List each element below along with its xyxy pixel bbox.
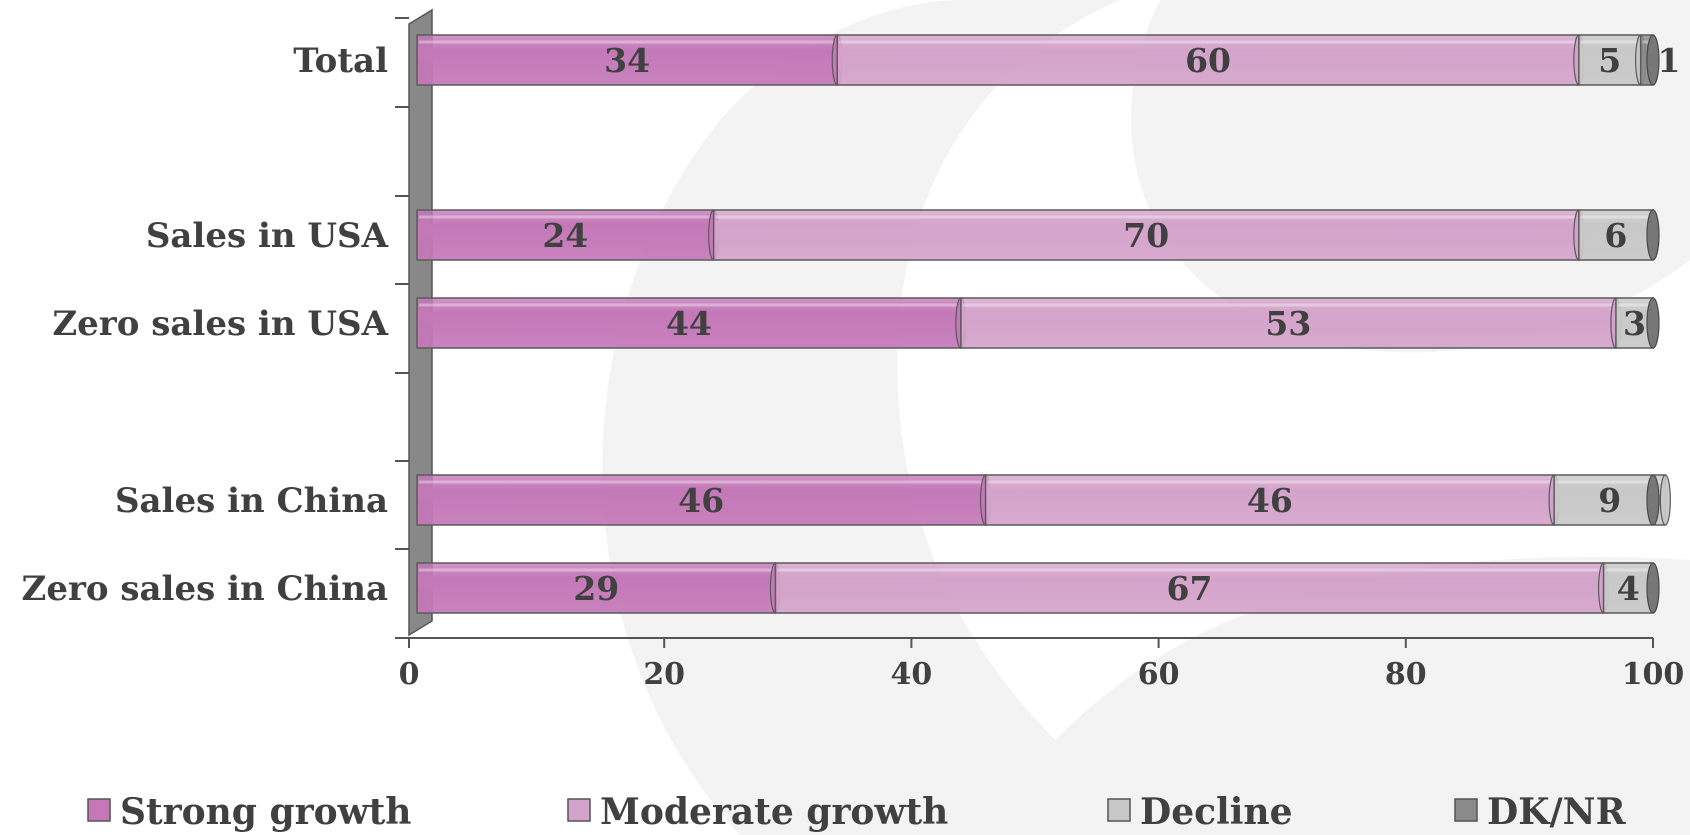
bar-end-cap	[1646, 297, 1660, 349]
legend-label: Moderate growth	[600, 791, 948, 833]
bar-row-zero-sales-in-usa: 44 53 3	[416, 297, 1660, 349]
category-label-sales-in-usa: Sales in USA	[146, 216, 389, 256]
bar-row-sales-in-china: 46 46 9	[416, 474, 1671, 526]
data-label: 53	[1265, 304, 1311, 343]
bar-decline	[1578, 209, 1654, 261]
data-label: 46	[1247, 481, 1293, 520]
data-label: 5	[1598, 41, 1621, 80]
legend-swatch	[1107, 798, 1131, 822]
legend-swatch	[87, 798, 111, 822]
watermark-shape	[1131, 0, 1690, 353]
bar-row-total: 34 60 5 1	[416, 34, 1681, 86]
data-label: 34	[604, 41, 650, 80]
legend-label: Decline	[1140, 791, 1292, 833]
data-label: 67	[1167, 569, 1213, 608]
bar-decline	[1578, 34, 1642, 86]
background-watermark	[602, 0, 1690, 835]
bar-strong-growth	[416, 297, 962, 349]
x-tick-label: 80	[1385, 657, 1427, 692]
legend-item-dk-nr: DK/NR	[1454, 791, 1627, 833]
legend-swatch	[1454, 798, 1478, 822]
x-tick-label: 100	[1622, 657, 1685, 692]
x-tick-label: 0	[399, 657, 420, 692]
bar-end-cap	[1646, 562, 1660, 614]
data-label: 44	[666, 304, 712, 343]
bar-row-zero-sales-in-china: 29 67 4	[416, 562, 1660, 614]
watermark-shape	[602, 0, 1180, 835]
legend-label: Strong growth	[120, 791, 411, 833]
legend: Strong growth Moderate growth Decline DK/NR	[87, 791, 1627, 833]
bar-decline	[1602, 562, 1654, 614]
bar-end-cap	[1646, 209, 1660, 261]
data-label: 4	[1617, 569, 1640, 608]
bar-strong-growth	[416, 34, 838, 86]
data-label: 46	[678, 481, 724, 520]
data-label: 24	[542, 216, 588, 255]
bar-moderate-growth	[712, 209, 1580, 261]
category-label-zero-sales-in-china: Zero sales in China	[22, 569, 389, 609]
data-label: 70	[1123, 216, 1169, 255]
watermark-shape	[980, 557, 1690, 835]
data-label: 1	[1658, 41, 1681, 80]
bar-strong-growth	[416, 562, 777, 614]
bar-strong-growth	[416, 209, 715, 261]
category-label-total: Total	[293, 41, 388, 81]
legend-item-moderate-growth: Moderate growth	[567, 791, 948, 833]
bar-segment-edge	[1659, 474, 1671, 526]
bar-moderate-growth	[984, 474, 1555, 526]
data-label: 3	[1623, 304, 1646, 343]
bar-end-cap	[1646, 474, 1660, 526]
data-label: 60	[1185, 41, 1231, 80]
x-tick-label: 60	[1138, 657, 1180, 692]
bar-strong-growth	[416, 474, 987, 526]
data-label: 29	[573, 569, 619, 608]
category-label-sales-in-china: Sales in China	[115, 481, 388, 521]
x-tick-label: 20	[643, 657, 685, 692]
bar-moderate-growth	[960, 297, 1617, 349]
legend-item-decline: Decline	[1107, 791, 1292, 833]
bar-row-sales-in-usa: 24 70 6	[416, 209, 1660, 261]
legend-label: DK/NR	[1487, 791, 1627, 833]
bar-moderate-growth	[774, 562, 1605, 614]
category-label-zero-sales-in-usa: Zero sales in USA	[52, 304, 388, 344]
bars: 34 60 5 1 24 70 6 44 53 3 46 46 9 29 67 4	[416, 34, 1681, 614]
data-label: 9	[1598, 481, 1621, 520]
x-tick-label: 40	[891, 657, 933, 692]
data-label: 6	[1604, 216, 1627, 255]
legend-swatch	[567, 798, 591, 822]
legend-item-strong-growth: Strong growth	[87, 791, 411, 833]
bar-end-cap	[1646, 34, 1660, 86]
